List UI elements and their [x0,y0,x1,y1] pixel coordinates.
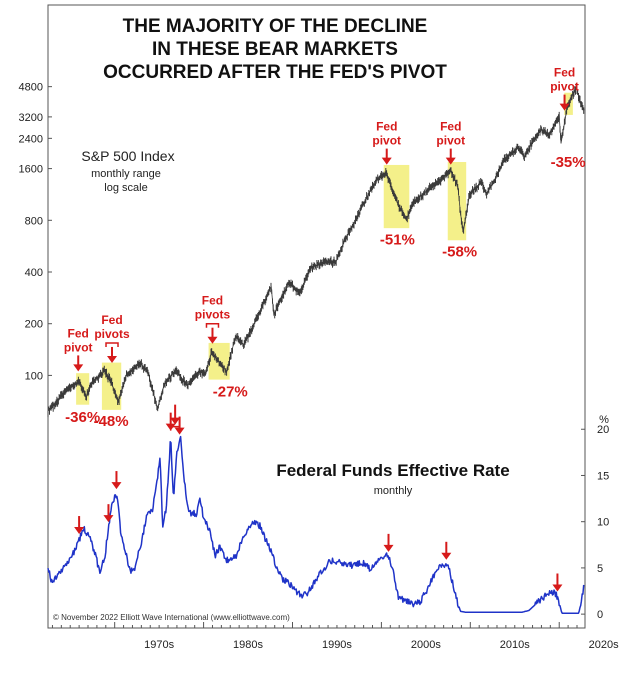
fed-pivot-label: Fed [376,120,397,134]
copyright-note: © November 2022 Elliott Wave Internation… [53,613,290,622]
fed-funds-series [47,435,585,614]
fed-pivot-label: Fed [440,120,461,134]
fed-pivot-label: Fed [68,326,89,340]
spx-subtitle-line-2: log scale [104,182,147,194]
chart-title-line-2: IN THESE BEAR MARKETS [152,39,398,60]
decline-percent-label: -58% [442,243,477,260]
rate-arrow-head [174,427,185,435]
rate-arrow-head [111,482,122,490]
rate-arrow-head [552,584,563,592]
fed-pivot-label: pivots [195,308,231,322]
rate-arrow-head [383,544,394,552]
pivot-bracket [105,342,119,347]
fed-funds-subtitle: monthly [374,485,413,497]
axes: 100 200 400 800 1600 2400 3200 4800 0 5 10 15 20 1970… [19,82,620,651]
fed-pivot-label: pivot [550,80,579,94]
decade-label: 1990s [322,639,352,651]
rate-arrow-head [103,515,114,523]
fed-pivot-label: pivot [372,134,401,148]
fed-pivot-label: pivot [64,340,93,354]
rate-unit-label: % [599,414,609,426]
fed-pivot-label: Fed [202,294,223,308]
fed-funds-series-name: Federal Funds Effective Rate [276,461,509,480]
rate-tick-label: 10 [597,517,609,529]
spx-tick-label: 3200 [19,112,43,124]
fed-pivot-label: Fed [101,313,122,327]
decline-percent-label: -27% [213,383,248,400]
spx-line [47,86,585,412]
fed-funds-line [47,435,585,614]
rate-tick-label: 0 [597,609,603,621]
plot-frame [47,4,586,629]
decline-percent-label: -35% [551,154,586,171]
decline-percent-label: -51% [380,231,415,248]
decade-label: 2000s [411,639,441,651]
rate-arrow-head [74,527,85,535]
rate-tick-label: 20 [597,424,609,436]
rate-arrow-head [170,417,181,425]
rate-tick-label: 5 [597,563,603,575]
decade-label: 2020s [589,639,619,651]
spx-tick-label: 800 [25,215,43,227]
fed-pivot-label: pivots [94,327,130,341]
spx-tick-label: 1600 [19,164,43,176]
pivot-arrow-head [207,336,218,344]
spx-series [47,83,585,418]
pivot-arrow-head [381,157,392,165]
pivot-arrow-head [73,364,84,372]
chart-title-line-1: THE MAJORITY OF THE DECLINE [123,16,428,37]
spx-tick-label: 200 [25,319,43,331]
fed-pivot-label: Fed [554,66,575,80]
pivot-arrow-head [445,157,456,165]
rate-tick-label: 15 [597,470,609,482]
spx-tick-label: 2400 [19,133,43,145]
decade-label: 1980s [233,639,263,651]
spx-tick-label: 4800 [19,82,43,94]
decade-label: 1970s [144,639,174,651]
spx-tick-label: 100 [25,370,43,382]
fed-pivot-label: pivot [436,134,465,148]
rate-arrow-head [441,552,452,560]
chart-title-line-3: OCCURRED AFTER THE FED'S PIVOT [103,62,447,83]
spx-subtitle-line-1: monthly range [91,168,161,180]
spx-series-name: S&P 500 Index [81,148,174,164]
decline-percent-label: -48% [94,413,129,430]
decline-percent-label: -36% [65,409,100,426]
pivot-arrow-head [107,355,118,363]
decade-label: 2010s [500,639,530,651]
pivot-arrow-head [559,103,570,111]
pivot-bracket [205,322,220,328]
rate-pivot-bracket [169,425,181,431]
spx-tick-label: 400 [25,267,43,279]
